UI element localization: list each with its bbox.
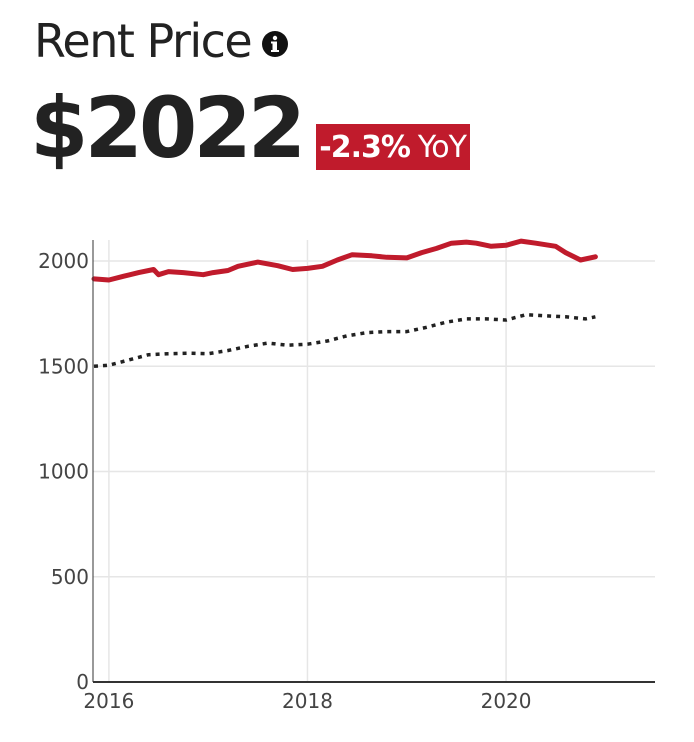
chart-title: Rent Price [34,14,253,68]
series-line-solid [91,238,598,283]
title-row: Rent Price [34,10,289,72]
info-icon[interactable] [261,30,289,58]
x-tick-label: 2020 [481,689,532,713]
label-layer: 0 500 1000 1500 2000 2016 2018 2020 [38,249,531,713]
x-tick-label: 2016 [83,689,134,713]
y-tick-label: 500 [51,565,89,589]
series-line-dotted [93,312,596,369]
x-tick-label: 2018 [282,689,333,713]
axis-layer [92,240,655,683]
series-layer [91,238,598,369]
yoy-change-label: YoY [417,129,467,165]
yoy-change-badge: -2.3% YoY [316,124,470,170]
y-tick-label: 1000 [38,460,89,484]
current-price: $2022 [30,79,306,177]
grid-layer [93,240,655,682]
price-row: $2022 -2.3% YoY [30,78,470,178]
yoy-change-value: -2.3% [319,129,411,165]
y-tick-label: 2000 [38,249,89,273]
y-tick-label: 1500 [38,354,89,378]
y-tick-label: 0 [76,670,89,694]
